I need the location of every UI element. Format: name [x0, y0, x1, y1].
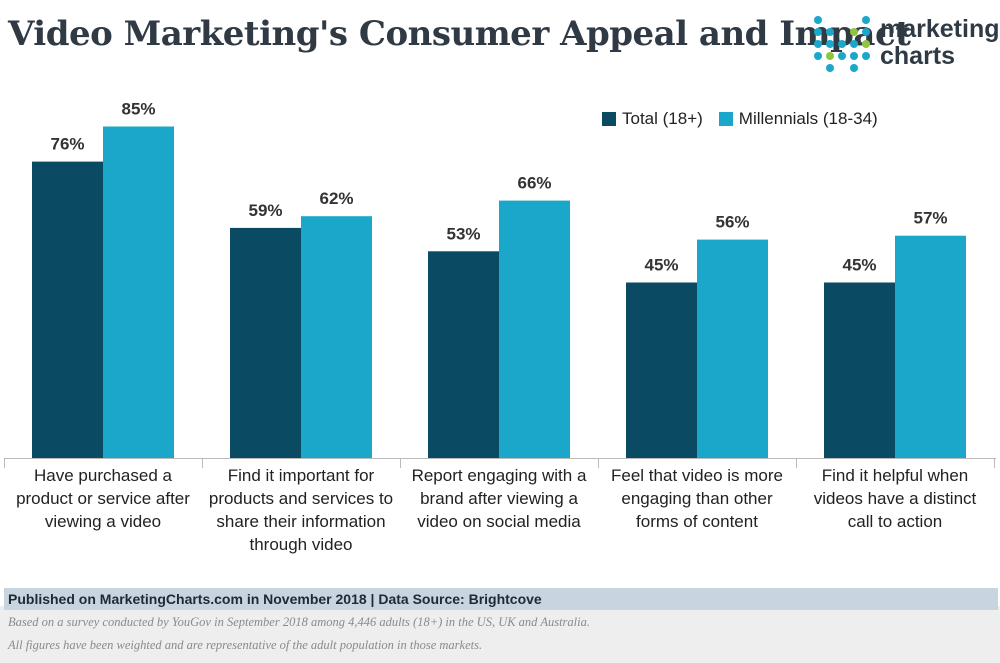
data-label-millennials-5: 57% — [913, 209, 947, 228]
category-label-line: share their information — [216, 512, 386, 531]
bar-total-5 — [824, 282, 895, 458]
category-label-line: forms of content — [636, 512, 758, 531]
data-label-millennials-1: 85% — [121, 100, 155, 119]
marketingcharts-logo: marketing charts — [812, 14, 999, 74]
bar-millennials-4 — [697, 239, 768, 458]
legend-swatch-millennials — [718, 112, 733, 126]
legend-label-total: Total (18+) — [622, 109, 703, 128]
logo-dots-icon — [814, 16, 870, 72]
data-label-total-4: 45% — [644, 256, 678, 275]
category-label-2: Find it important for products and servic… — [203, 464, 399, 556]
bar-millennials-1 — [103, 126, 174, 458]
category-label-line: Have purchased a — [34, 466, 172, 485]
legend-swatch-total — [602, 112, 616, 126]
category-label-line: video on social media — [417, 512, 581, 531]
logo-text: marketing charts — [880, 16, 999, 70]
category-label-line: call to action — [847, 512, 943, 531]
bar-total-3 — [428, 251, 499, 458]
legend-label-millennials: Millennials (18-34) — [738, 109, 878, 128]
bar-chart: 76% 85% 59% 62% 53% 66% 45% 56% 45% 57% — [4, 100, 996, 468]
category-label-3: Report engaging with a brand after viewin… — [401, 464, 597, 533]
category-label-4: Feel that video is more engaging than oth… — [599, 464, 795, 533]
data-label-total-5: 45% — [842, 256, 876, 275]
footnote-weighting: All figures have been weighted and are r… — [8, 638, 483, 652]
logo-line2: charts — [880, 42, 956, 70]
bar-millennials-3 — [499, 200, 570, 458]
category-label-line: products and services to — [208, 489, 394, 508]
legend-item-millennials: Millennials (18-34) — [718, 109, 878, 129]
category-label-line: Feel that video is more — [611, 466, 783, 485]
category-label-line: product or service after — [16, 489, 190, 508]
data-label-millennials-4: 56% — [715, 213, 749, 232]
category-label-line: brand after viewing a — [420, 489, 578, 508]
data-label-total-1: 76% — [50, 135, 84, 154]
category-label-line: viewing a video — [44, 512, 162, 531]
bar-total-2 — [230, 227, 301, 458]
data-label-total-2: 59% — [248, 201, 282, 220]
data-label-total-3: 53% — [446, 224, 480, 243]
bar-millennials-5 — [895, 235, 966, 458]
published-bar: Published on MarketingCharts.com in Nove… — [4, 588, 998, 610]
logo-line1: marketing — [880, 15, 1000, 43]
chart-legend: Total (18+) Millennials (18-34) — [602, 109, 878, 129]
category-label-5: Find it helpful when videos have a distin… — [797, 464, 993, 533]
category-label-line: through video — [249, 535, 353, 554]
data-label-millennials-3: 66% — [517, 174, 551, 193]
category-label-line: Find it helpful when — [821, 466, 969, 485]
bar-total-4 — [626, 282, 697, 458]
category-label-line: Report engaging with a — [411, 466, 587, 485]
legend-item-total: Total (18+) — [602, 109, 703, 129]
data-label-millennials-2: 62% — [319, 189, 353, 208]
category-label-1: Have purchased a product or service after… — [5, 464, 201, 533]
category-label-line: videos have a distinct — [813, 489, 977, 508]
bar-millennials-2 — [301, 216, 372, 458]
category-label-line: Find it important for — [227, 466, 375, 485]
footnote-survey: Based on a survey conducted by YouGov in… — [8, 615, 590, 629]
chart-title: Video Marketing's Consumer Appeal and Im… — [8, 14, 911, 54]
bar-total-1 — [32, 161, 103, 458]
category-label-line: engaging than other — [621, 489, 773, 508]
